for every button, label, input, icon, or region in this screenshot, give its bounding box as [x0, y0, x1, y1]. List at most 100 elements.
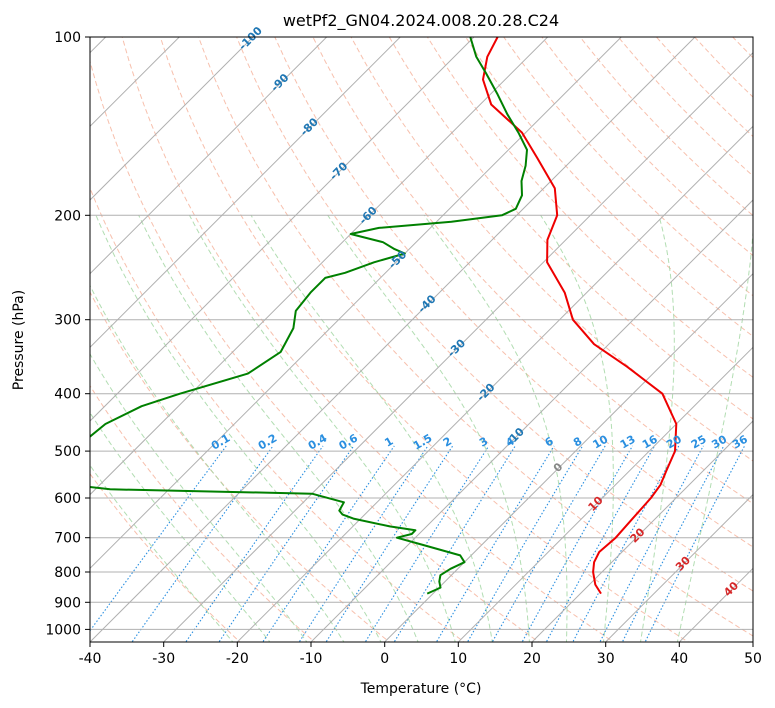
moist-adiabat-line [90, 464, 234, 642]
moist-adiabat-line [423, 215, 568, 642]
dewpoint-profile [90, 37, 528, 595]
isotherm-line [162, 51, 753, 642]
x-tick-label: -40 [79, 651, 102, 667]
x-tick-label: 20 [523, 651, 541, 667]
plot-frame [89, 36, 754, 643]
mixing-ratio-label: 0.1 [209, 432, 232, 453]
moist-adiabats [90, 215, 753, 642]
dry-adiabat-line [388, 37, 753, 420]
moist-adiabat-line [189, 215, 456, 642]
isotherm-label: -100 [236, 24, 265, 53]
y-tick-label: 600 [54, 491, 81, 507]
isotherm-line [90, 37, 549, 496]
mixing-ratio-line [298, 445, 429, 642]
isotherm-label: -30 [445, 336, 468, 359]
x-tick-label: 0 [380, 651, 389, 667]
moist-adiabat-line [90, 411, 271, 642]
mixing-ratio-line [644, 445, 746, 642]
x-tick-label: -10 [300, 651, 323, 667]
chart-title: wetPf2_GN04.2024.008.20.28.C24 [283, 11, 559, 31]
isotherm-grid [90, 37, 753, 642]
pressure-grid [90, 37, 753, 630]
mixing-ratio-label: 13 [618, 433, 638, 452]
isotherm-line [457, 346, 753, 642]
x-axis-label: Temperature (°C) [360, 681, 482, 697]
dry-adiabat-line [694, 37, 753, 98]
dry-adiabats [90, 37, 775, 644]
y-tick-label: 400 [54, 387, 81, 403]
dry-adiabat-line [90, 59, 540, 642]
isotherm-label: -70 [327, 159, 350, 182]
mixing-ratio-label: 1.5 [411, 432, 434, 453]
mixing-ratio-label: 6 [543, 434, 556, 449]
mixing-ratio-label: 10 [590, 432, 610, 451]
isotherm-label: -80 [298, 115, 321, 138]
mixing-ratio-line [521, 445, 633, 642]
profile-lines [90, 37, 678, 595]
isotherm-label: -40 [415, 292, 438, 315]
moist-adiabat-line [138, 215, 419, 642]
isotherm-line [383, 272, 753, 642]
x-tick-label: -20 [226, 651, 249, 667]
isotherm-label: -20 [474, 381, 497, 404]
isotherm-line [236, 125, 753, 642]
mixing-ratio-line [545, 445, 656, 642]
isotherm-line [90, 37, 402, 349]
dry-adiabat-line [198, 37, 753, 637]
x-tick-label: 10 [449, 651, 467, 667]
dry-adiabat-line [121, 37, 615, 642]
isotherm-line [90, 37, 623, 570]
y-tick-label: 800 [54, 565, 81, 581]
mixing-ratio-line [599, 445, 704, 642]
isotherm-line [90, 37, 475, 422]
moist-adiabat-line [95, 215, 382, 642]
moist-adiabat-line [90, 284, 345, 642]
mixing-ratio-label: 3 [477, 435, 490, 450]
mixing-ratio-line [218, 445, 355, 642]
isotherm-line [90, 37, 696, 642]
dry-adiabat-line [312, 37, 753, 505]
isotherm-line [604, 493, 753, 642]
mixing-ratio-label: 30 [709, 432, 729, 451]
x-tick-label: -30 [152, 651, 175, 667]
moist-adiabat-line [327, 215, 530, 642]
y-axis-ticks: 100 200 300 400 500 600 700 800 900 1000 [45, 30, 90, 638]
x-axis-ticks: -40 -30 -20 -10 0 10 20 30 40 50 [79, 642, 762, 667]
isotherm-line [90, 37, 254, 201]
dry-adiabat-line [503, 37, 753, 297]
isotherm-label: 30 [673, 553, 693, 573]
isotherm-label: -90 [268, 71, 291, 94]
moist-adiabat-line [676, 226, 753, 642]
mixing-ratio-line [131, 445, 274, 642]
temperature-profile [482, 37, 678, 595]
dry-adiabat-line [236, 37, 753, 592]
x-tick-label: 50 [744, 651, 762, 667]
isotherm-label: 0 [551, 460, 566, 475]
dry-adiabat-line [541, 37, 753, 257]
y-tick-label: 100 [54, 30, 81, 46]
x-tick-label: 40 [670, 651, 688, 667]
mixing-ratio-line [621, 445, 725, 642]
mixing-ratio-line [325, 445, 454, 642]
mixing-ratio-line [393, 445, 516, 642]
x-tick-label: 30 [597, 651, 615, 667]
y-tick-label: 300 [54, 313, 81, 329]
moist-adiabat-line [250, 215, 493, 642]
moist-adiabat-line [540, 215, 614, 642]
isotherm-line [752, 641, 753, 642]
mixing-ratio-line [262, 445, 395, 642]
dry-adiabat-line [90, 472, 241, 642]
mixing-ratio-line [185, 445, 324, 642]
isotherm-label: 20 [628, 525, 648, 545]
isotherm-line [531, 420, 753, 642]
mixing-ratio-label: 1 [382, 435, 395, 450]
dry-adiabat-line [90, 186, 465, 642]
mixing-ratio-line [364, 445, 490, 642]
y-axis-label: Pressure (hPa) [11, 290, 27, 390]
y-tick-label: 700 [54, 531, 81, 547]
dry-adiabat-line [771, 37, 775, 644]
dry-adiabat-line [90, 384, 316, 642]
dry-adiabat-line [426, 37, 753, 378]
mixing-ratio-label: 0.2 [256, 432, 279, 453]
